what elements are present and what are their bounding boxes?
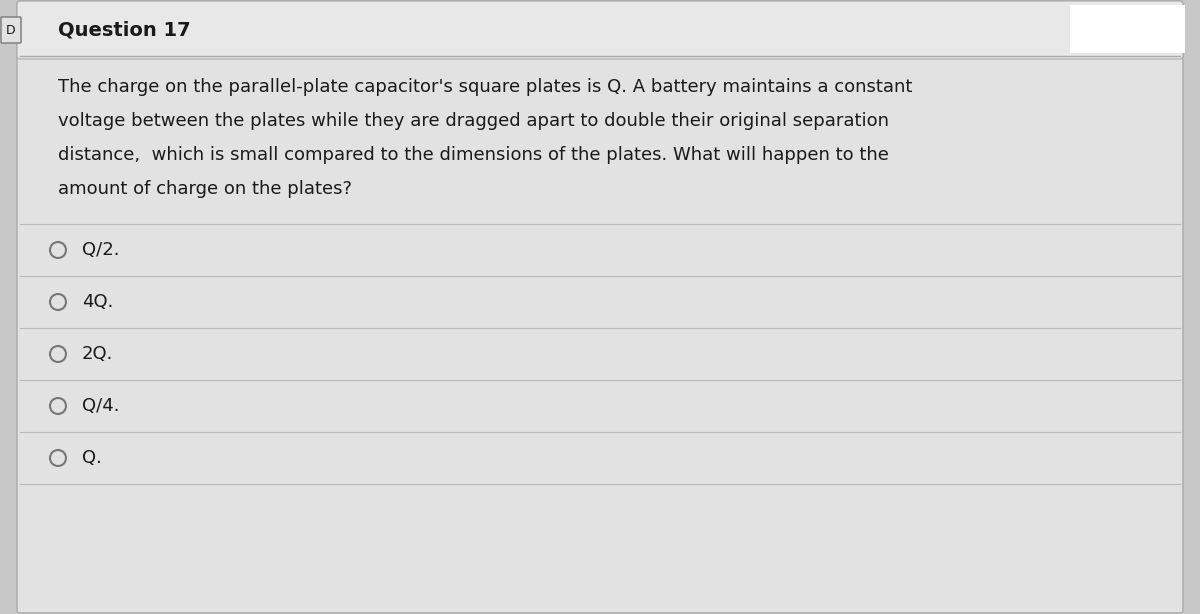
Text: distance,  which is small compared to the dimensions of the plates. What will ha: distance, which is small compared to the… [58, 146, 889, 164]
FancyBboxPatch shape [17, 1, 1183, 613]
Text: Q/4.: Q/4. [82, 397, 120, 415]
FancyBboxPatch shape [1070, 5, 1186, 53]
Text: The charge on the parallel-plate capacitor's square plates is Q. A battery maint: The charge on the parallel-plate capacit… [58, 78, 912, 96]
FancyBboxPatch shape [17, 1, 1183, 59]
Text: 4Q.: 4Q. [82, 293, 113, 311]
Text: Question 17: Question 17 [58, 20, 191, 39]
Text: amount of charge on the plates?: amount of charge on the plates? [58, 180, 352, 198]
Text: Q/2.: Q/2. [82, 241, 120, 259]
Text: Q.: Q. [82, 449, 102, 467]
Text: 2Q.: 2Q. [82, 345, 113, 363]
FancyBboxPatch shape [1, 17, 22, 43]
Text: voltage between the plates while they are dragged apart to double their original: voltage between the plates while they ar… [58, 112, 889, 130]
Text: D: D [6, 23, 16, 36]
